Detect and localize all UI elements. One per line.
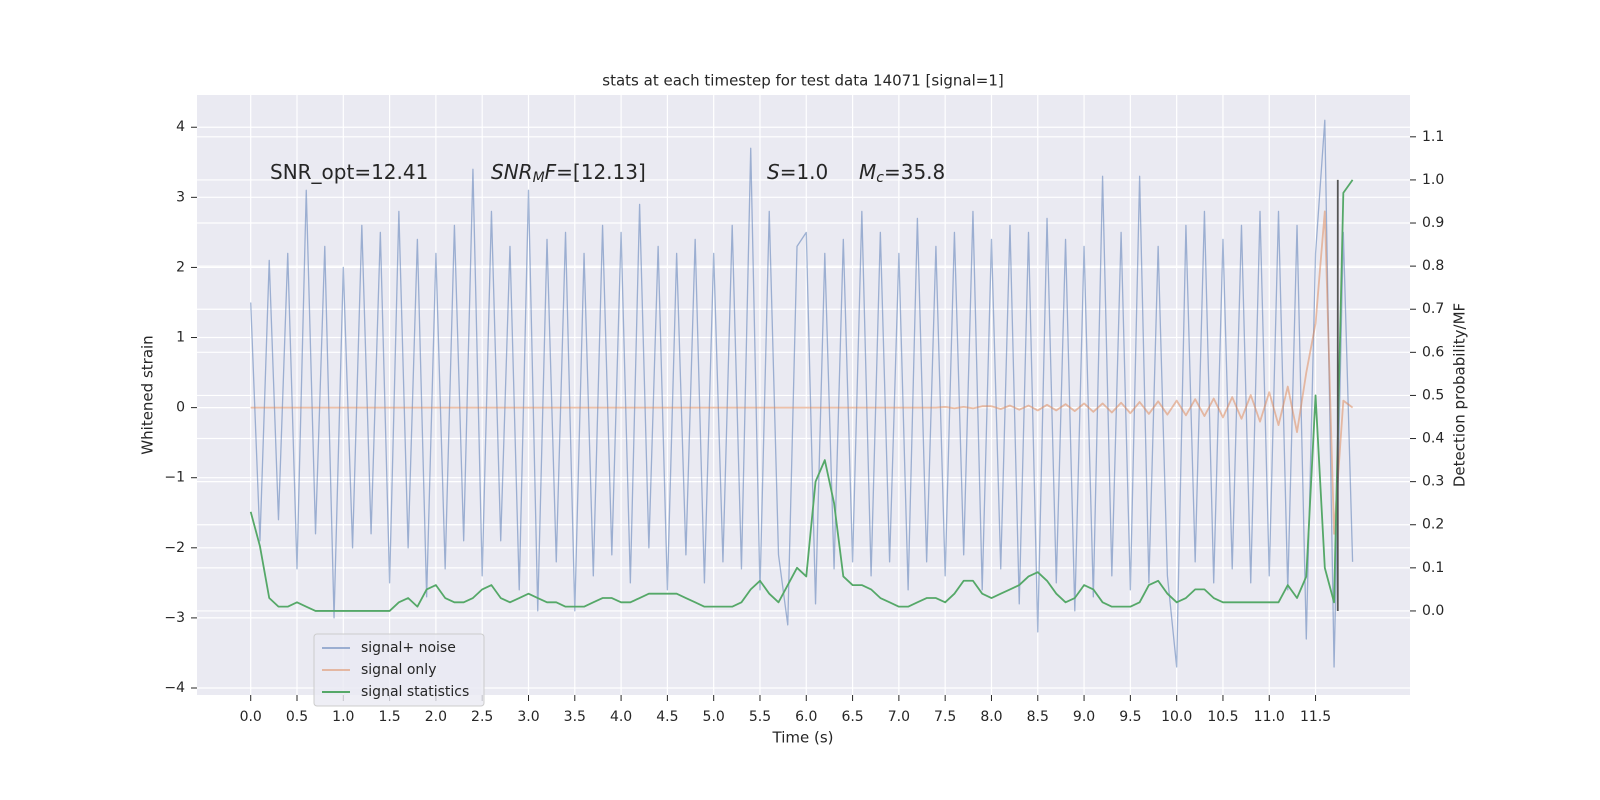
- x-tick-label: 10.5: [1207, 709, 1238, 725]
- annotation: S=1.0: [767, 160, 828, 184]
- y2-axis-label: Detection probability/MF: [1451, 303, 1469, 487]
- annotation-part: SNR_opt=12.41: [270, 160, 428, 184]
- legend-box: [313, 633, 485, 707]
- y2-tick-label: 0.8: [1422, 258, 1444, 274]
- x-tick-label: 5.5: [749, 709, 771, 725]
- y-tick-label: −4: [164, 680, 185, 696]
- x-tick-label: 8.0: [980, 709, 1002, 725]
- y2-tick-label: 0.4: [1422, 431, 1444, 447]
- legend-label: signal+ noise: [361, 640, 456, 656]
- x-tick-label: 2.0: [425, 709, 447, 725]
- annotation: SNRMF=[12.13]: [491, 160, 646, 187]
- y2-tick-label: 0.1: [1422, 560, 1444, 576]
- x-tick-label: 1.5: [378, 709, 400, 725]
- x-tick-label: 6.5: [841, 709, 863, 725]
- annotation-part: =1.0: [780, 160, 829, 184]
- y-axis-label: Whitened strain: [139, 335, 157, 454]
- x-tick-label: 0.5: [286, 709, 308, 725]
- y2-tick-label: 1.0: [1422, 172, 1444, 188]
- y-tick-label: 3: [176, 189, 185, 205]
- y-tick-label: −3: [164, 610, 185, 626]
- y-tick-label: −2: [164, 540, 185, 556]
- annotation-part: M: [533, 170, 545, 186]
- x-tick-label: 6.0: [795, 709, 817, 725]
- x-axis-label: Time (s): [772, 729, 834, 747]
- x-tick-label: 0.0: [240, 709, 262, 725]
- x-tick-label: 2.5: [471, 709, 493, 725]
- annotation: SNR_opt=12.41: [270, 160, 428, 184]
- legend-label: signal statistics: [361, 684, 469, 700]
- x-tick-label: 9.0: [1073, 709, 1095, 725]
- series-line: [250, 210, 1354, 535]
- series-line: [249, 179, 1354, 612]
- annotation-part: =[12.13]: [556, 160, 646, 184]
- x-tick-label: 4.5: [656, 709, 678, 725]
- y2-tick-label: 1.1: [1422, 129, 1444, 145]
- x-tick-label: 3.0: [517, 709, 539, 725]
- x-tick-label: 11.0: [1254, 709, 1285, 725]
- y-tick-label: −1: [164, 470, 185, 486]
- annotation-part: =35.8: [884, 160, 945, 184]
- annotation-part: M: [859, 160, 876, 184]
- y-tick-label: 0: [176, 400, 185, 416]
- x-tick-label: 4.0: [610, 709, 632, 725]
- y2-tick-label: 0.9: [1422, 215, 1444, 231]
- annotation-part: S: [767, 160, 780, 184]
- x-tick-label: 1.0: [332, 709, 354, 725]
- y-tick-label: 1: [176, 330, 185, 346]
- x-tick-label: 11.5: [1300, 709, 1331, 725]
- x-tick-label: 8.5: [1027, 709, 1049, 725]
- y-tick-label: 4: [176, 119, 185, 135]
- x-tick-label: 5.0: [703, 709, 725, 725]
- legend-label: signal only: [361, 662, 436, 678]
- chart-title: stats at each timestep for test data 140…: [602, 72, 1003, 90]
- annotation: Mc=35.8: [859, 160, 945, 187]
- x-tick-label: 10.0: [1161, 709, 1192, 725]
- y2-tick-label: 0.5: [1422, 387, 1444, 403]
- y2-tick-label: 0.0: [1422, 603, 1444, 619]
- annotation-part: SNR: [491, 160, 533, 184]
- x-tick-label: 9.5: [1119, 709, 1141, 725]
- x-tick-label: 7.0: [888, 709, 910, 725]
- x-tick-label: 7.5: [934, 709, 956, 725]
- annotation-part: c: [876, 170, 884, 186]
- x-tick-label: 3.5: [564, 709, 586, 725]
- annotation-part: F: [545, 160, 557, 184]
- y2-tick-label: 0.6: [1422, 344, 1444, 360]
- series-line: [250, 119, 1354, 668]
- y2-tick-label: 0.3: [1422, 474, 1444, 490]
- y-tick-label: 2: [176, 259, 185, 275]
- y2-tick-label: 0.7: [1422, 301, 1444, 317]
- y2-tick-label: 0.2: [1422, 517, 1444, 533]
